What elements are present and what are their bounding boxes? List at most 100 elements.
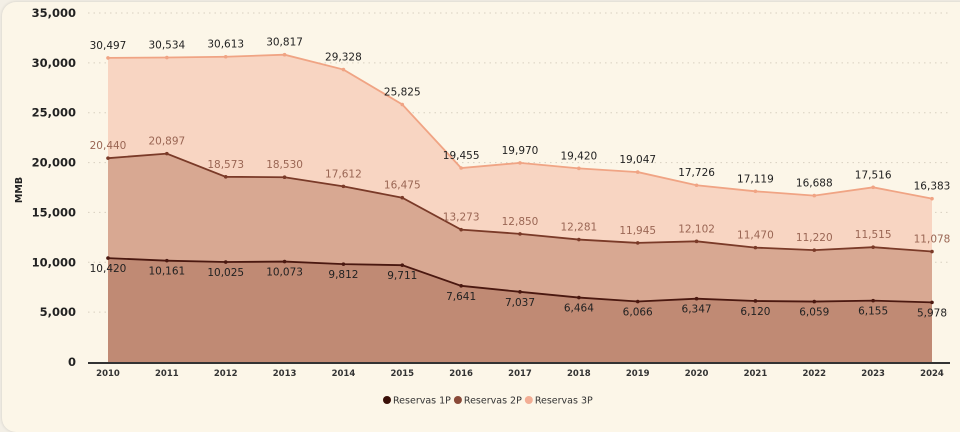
data-point	[459, 166, 463, 170]
x-tick-label: 2013	[273, 369, 297, 379]
data-point	[341, 262, 346, 266]
data-label: 19,970	[502, 145, 539, 157]
legend-marker	[524, 396, 533, 404]
data-label: 10,073	[266, 267, 303, 279]
data-point	[518, 290, 522, 294]
y-tick-label: 15,000	[32, 205, 76, 219]
y-tick-label: 0	[68, 355, 76, 369]
x-tick-label: 2023	[861, 369, 885, 379]
data-label: 6,347	[682, 304, 712, 316]
y-tick-label: 20,000	[32, 156, 76, 170]
data-label: 17,119	[737, 173, 774, 185]
y-tick-label: 25,000	[32, 106, 76, 120]
x-tick-label: 2011	[155, 369, 179, 379]
data-point	[635, 170, 640, 174]
data-point	[812, 248, 817, 252]
data-point	[694, 296, 699, 301]
data-label: 6,464	[564, 303, 594, 315]
legend-label: Reservas 2P	[464, 396, 522, 407]
data-point	[694, 183, 699, 188]
data-label: 29,328	[325, 52, 362, 64]
data-label: 30,534	[148, 40, 185, 52]
data-point	[930, 196, 934, 201]
area-reservas-1p	[108, 258, 932, 362]
data-label: 11,220	[796, 232, 833, 244]
data-point	[518, 161, 522, 165]
data-label: 9,812	[328, 269, 358, 281]
data-label: 9,711	[387, 270, 417, 282]
x-tick-label: 2010	[96, 369, 120, 379]
data-label: 17,726	[678, 167, 715, 179]
data-point	[341, 184, 346, 189]
data-point	[106, 256, 110, 260]
data-point	[930, 300, 934, 305]
data-label: 12,102	[678, 223, 715, 235]
data-label: 12,281	[560, 222, 597, 234]
data-point	[282, 259, 287, 264]
data-label: 17,516	[855, 169, 892, 181]
data-label: 16,383	[914, 181, 951, 193]
data-point	[812, 299, 817, 304]
data-point	[753, 189, 758, 194]
data-label: 6,120	[740, 306, 770, 318]
data-label: 30,497	[90, 40, 127, 52]
x-tick-label: 2019	[626, 369, 650, 379]
data-label: 5,978	[917, 307, 947, 319]
data-point	[577, 166, 581, 171]
y-axis-title: MMB	[14, 177, 25, 203]
data-point	[459, 284, 463, 288]
data-label: 16,475	[384, 180, 421, 192]
data-point	[871, 245, 875, 249]
data-label: 18,573	[207, 159, 244, 171]
data-point	[341, 67, 346, 72]
data-label: 7,641	[446, 291, 476, 303]
data-label: 13,273	[443, 212, 480, 224]
data-label: 19,420	[560, 150, 597, 162]
x-tick-label: 2017	[508, 369, 532, 379]
y-tick-label: 30,000	[32, 56, 76, 70]
reserves-area-chart: MMB 0 5,000 10,000 15,000 20,000 25,000 30,000…	[14, 6, 951, 407]
data-point	[106, 156, 110, 160]
data-label: 7,037	[505, 297, 535, 309]
data-point	[753, 299, 758, 303]
data-point	[400, 195, 405, 200]
data-point	[635, 241, 640, 245]
data-point	[812, 193, 817, 198]
y-tick-label: 35,000	[32, 6, 76, 20]
legend-marker	[453, 396, 462, 404]
x-tick-label: 2016	[449, 369, 473, 379]
data-point	[223, 260, 228, 264]
data-label: 6,059	[799, 307, 829, 319]
data-label: 16,688	[796, 178, 833, 190]
data-point	[165, 258, 169, 263]
data-label: 30,613	[207, 39, 244, 51]
data-label: 19,455	[443, 150, 480, 162]
data-label: 12,850	[502, 216, 539, 228]
x-tick-label: 2014	[332, 369, 356, 379]
data-point	[282, 175, 287, 180]
data-point	[635, 299, 640, 304]
data-label: 11,470	[737, 230, 774, 242]
data-label: 11,945	[619, 225, 656, 237]
legend-label: Reservas 3P	[535, 396, 593, 407]
x-tick-label: 2020	[685, 369, 709, 379]
data-point	[930, 249, 934, 254]
x-tick-label: 2024	[920, 369, 944, 379]
data-point	[871, 298, 875, 303]
data-point	[518, 232, 522, 236]
data-point	[400, 263, 405, 267]
x-tick-label: 2018	[567, 369, 591, 379]
data-label: 20,440	[90, 140, 127, 152]
data-point	[871, 185, 875, 190]
data-point	[223, 54, 228, 59]
data-label: 10,161	[148, 266, 185, 278]
data-point	[577, 295, 581, 300]
data-label: 30,817	[266, 37, 303, 49]
data-label: 18,530	[266, 159, 303, 171]
legend-marker	[383, 396, 391, 404]
data-point	[400, 102, 405, 107]
data-label: 11,515	[855, 229, 892, 241]
data-point	[282, 52, 287, 57]
data-label: 10,420	[90, 263, 127, 275]
data-label: 6,066	[623, 307, 653, 319]
